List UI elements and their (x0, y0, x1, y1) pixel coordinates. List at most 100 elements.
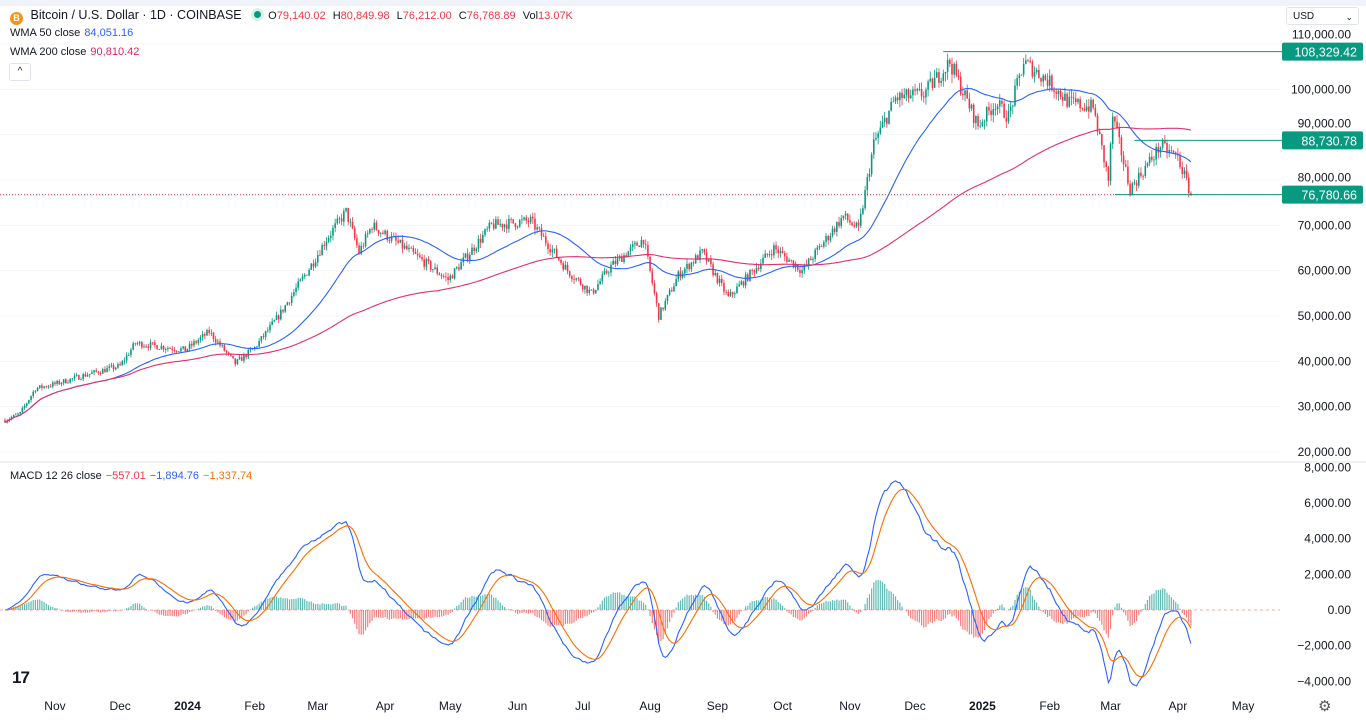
wma200-legend[interactable]: WMA 200 close 90,810.42 (10, 46, 143, 58)
high-value: 80,849.98 (340, 10, 390, 22)
candle-body (1107, 166, 1110, 181)
candle-body (93, 370, 95, 373)
candle-body (727, 292, 730, 297)
candle-body (1094, 107, 1097, 116)
candle-body (938, 72, 940, 83)
candle-body (853, 225, 856, 227)
macd-axis-label: 6,000.00 (1304, 496, 1351, 510)
candle-body (358, 245, 360, 254)
candle-body (214, 339, 217, 343)
candle-body (236, 359, 239, 365)
candle-body (505, 224, 508, 229)
candle-body (54, 382, 56, 384)
candle-body (258, 341, 260, 347)
time-axis-label: Aug (639, 699, 660, 713)
candle-body (141, 342, 143, 348)
price-axis-label: 60,000.00 (1298, 264, 1352, 278)
candle-body (733, 293, 736, 295)
symbol-title[interactable]: Bitcoin / U.S. Dollar · 1D · COINBASE (30, 8, 242, 22)
candle-body (731, 292, 734, 295)
candle-body (523, 217, 525, 220)
candle-body (640, 239, 643, 247)
currency-select[interactable]: USD ⌄ (1286, 7, 1359, 25)
candle-body (260, 336, 263, 342)
close-value: 76,768.89 (466, 10, 516, 22)
candle-body (469, 254, 471, 260)
candle-body (306, 274, 308, 276)
price-level-label: 108,329.42 (1294, 46, 1357, 60)
candle-body (525, 217, 528, 221)
candle-body (369, 229, 371, 234)
candle-body (347, 207, 349, 222)
candle-body (49, 386, 52, 388)
candle-body (490, 222, 493, 224)
candle-body (403, 245, 406, 249)
candle-body (1025, 60, 1027, 64)
candle-body (67, 382, 69, 384)
candle-body (69, 378, 71, 383)
candle-body (857, 222, 860, 226)
candle-body (84, 374, 87, 377)
time-axis-label: Apr (1169, 699, 1188, 713)
candle-body (249, 349, 252, 351)
candle-body (262, 336, 265, 337)
candle-body (410, 247, 412, 249)
wma50-legend[interactable]: WMA 50 close 84,051.16 (10, 27, 137, 39)
candle-body (931, 78, 934, 88)
candle-body (288, 302, 291, 304)
candle-body (486, 228, 488, 230)
candle-body (623, 255, 625, 262)
candle-body (545, 236, 547, 244)
candle-body (1129, 183, 1131, 196)
candle-body (17, 413, 19, 415)
candle-body (423, 259, 425, 267)
candle-body (114, 367, 117, 370)
candle-body (668, 290, 671, 295)
macd-axis-label: −2,000.00 (1297, 639, 1351, 653)
candle-body (132, 343, 134, 350)
candle-body (933, 77, 936, 88)
gear-icon[interactable]: ⚙ (1318, 698, 1332, 715)
candle-body (751, 269, 753, 271)
candle-body (458, 267, 460, 270)
candle-body (692, 262, 695, 264)
macd-legend[interactable]: MACD 12 26 close −557.01 −1,894.76 −1,337.7… (10, 470, 256, 482)
candle-body (579, 279, 582, 285)
macd-axis-label: 4,000.00 (1304, 532, 1351, 546)
candle-body (432, 269, 434, 270)
collapse-legend-button[interactable]: ^ (9, 63, 31, 81)
candle-body (484, 229, 486, 235)
candle-body (15, 414, 17, 416)
candle-body (117, 364, 119, 368)
candle-body (790, 259, 793, 261)
candle-body (701, 249, 704, 251)
candle-body (1096, 115, 1099, 132)
candle-body (123, 360, 126, 362)
candle-body (1072, 97, 1075, 99)
macd-axis-label: 0.00 (1328, 603, 1352, 617)
candle-body (373, 222, 376, 230)
candle-body (1040, 77, 1042, 82)
candle-body (866, 177, 869, 190)
candle-body (177, 351, 180, 353)
tradingview-logo[interactable]: 17 (12, 668, 30, 687)
candle-body (742, 281, 745, 286)
wma200-line (4, 126, 1192, 423)
candle-body (295, 287, 297, 293)
candle-body (492, 223, 495, 229)
candle-body (951, 63, 953, 75)
candle-body (384, 230, 386, 234)
candle-body (23, 405, 26, 408)
candle-body (1185, 170, 1188, 178)
candle-body (799, 270, 801, 274)
candle-body (1033, 72, 1036, 77)
candle-body (1101, 134, 1103, 146)
candle-body (267, 330, 269, 332)
candle-body (899, 92, 901, 101)
price-level-tag (1282, 42, 1363, 61)
candle-body (130, 349, 132, 355)
candle-body (820, 246, 823, 247)
candle-body (45, 386, 48, 388)
candle-body (1038, 70, 1040, 78)
